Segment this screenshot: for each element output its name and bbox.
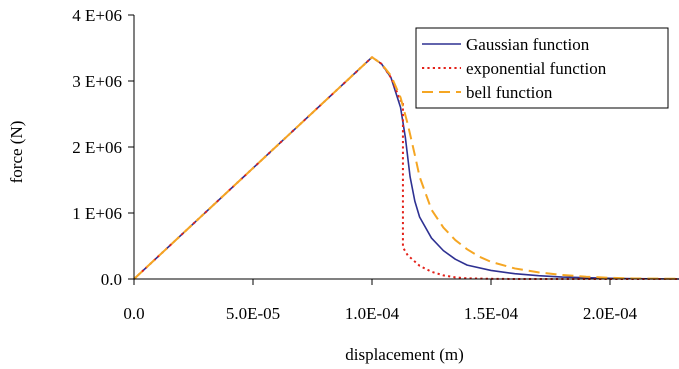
y-axis-title: force (N) (7, 121, 26, 184)
legend-label-bell: bell function (466, 83, 553, 102)
x-tick-label: 0.0 (123, 304, 144, 323)
y-tick-label: 4 E+06 (72, 6, 122, 25)
y-tick-label: 0.0 (101, 270, 122, 289)
y-tick-label: 2 E+06 (72, 138, 122, 157)
legend: Gaussian function exponential function b… (415, 27, 669, 109)
legend-label-gaussian: Gaussian function (466, 35, 590, 54)
series-line-bell (133, 56, 679, 280)
tick-labels: 0.0 1 E+06 2 E+06 3 E+06 4 E+06 0.0 5.0E-05 1.0… (72, 6, 637, 323)
legend-label-exponential: exponential function (466, 59, 607, 78)
x-tick-label: 1.5E-04 (464, 304, 519, 323)
x-axis-title: displacement (m) (345, 345, 464, 364)
x-tick-label: 5.0E-05 (226, 304, 280, 323)
x-tick-label: 2.0E-04 (583, 304, 638, 323)
y-tick-label: 1 E+06 (72, 204, 122, 223)
y-tick-label: 3 E+06 (72, 72, 122, 91)
plot-area (133, 56, 679, 280)
legend-box (415, 27, 669, 109)
axes (128, 14, 679, 285)
x-tick-label: 1.0E-04 (345, 304, 400, 323)
series-line-gaussian (133, 56, 679, 280)
